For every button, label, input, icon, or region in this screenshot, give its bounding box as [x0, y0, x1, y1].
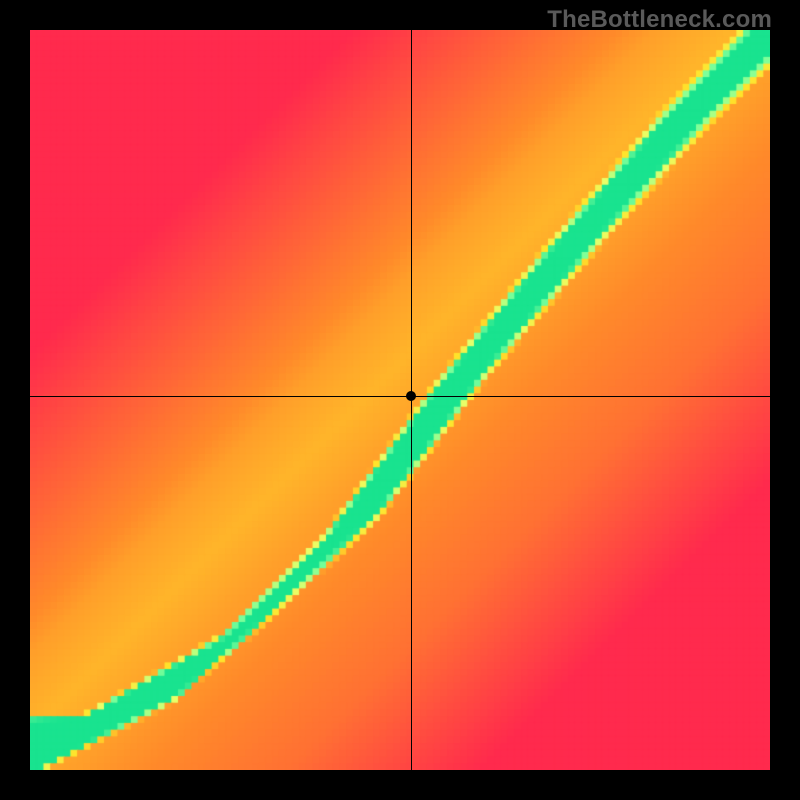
chart-container: TheBottleneck.com — [0, 0, 800, 800]
bottleneck-heatmap — [30, 30, 770, 770]
watermark-text: TheBottleneck.com — [547, 6, 772, 34]
crosshair-horizontal — [30, 396, 770, 397]
